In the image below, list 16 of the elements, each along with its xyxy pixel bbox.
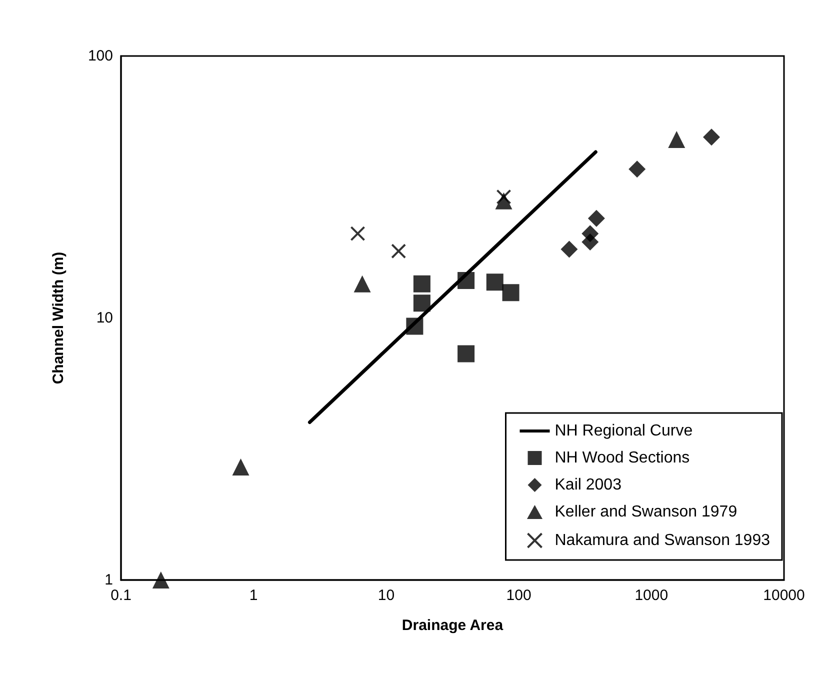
y-tick-label: 100 [88,48,113,64]
x-tick-label: 10000 [763,587,805,604]
y-tick-label: 1 [104,572,113,588]
legend-label: NH Wood Sections [554,450,690,466]
y-axis-title: Channel Width (m) [50,252,67,384]
x-axis-title: Drainage Area [402,617,504,634]
x-tick-label: 1 [249,587,258,604]
x-tick-label: 1000 [634,587,668,604]
x-tick-label: 0.1 [110,587,132,604]
legend-label: NH Regional Curve [554,422,693,440]
legend-label: Keller and Swanson 1979 [554,504,738,520]
x-tick-label: 10 [378,587,395,604]
legend-label: Nakamura and Swanson 1993 [554,532,770,549]
x-tick-label: 100 [506,587,532,604]
legend-label: Kail 2003 [554,476,622,494]
y-tick-label: 10 [96,310,113,326]
